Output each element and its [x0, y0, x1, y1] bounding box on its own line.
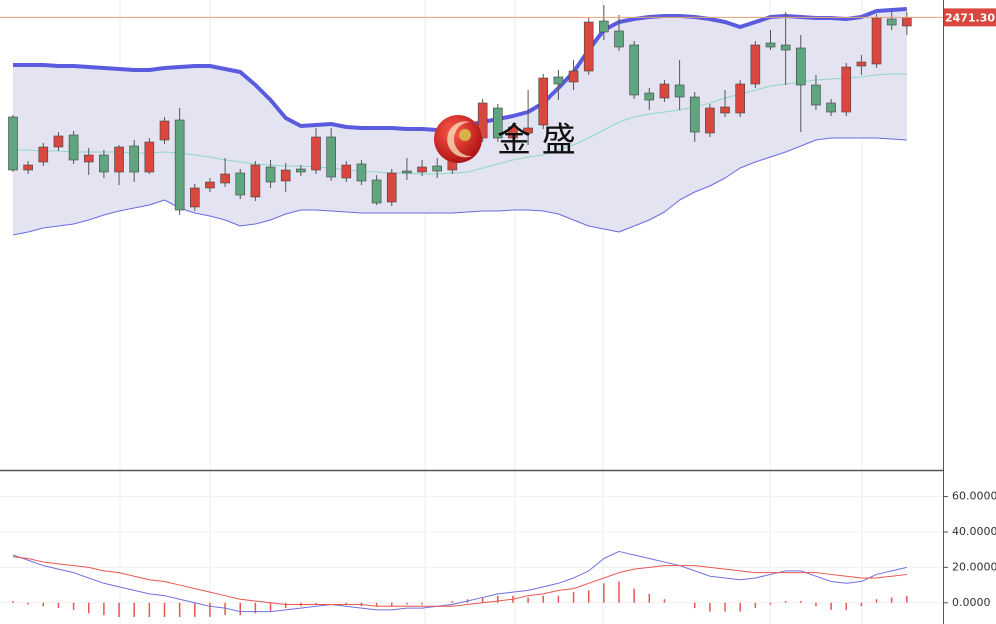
candle-body	[326, 136, 336, 178]
candle-body	[432, 165, 443, 172]
candle-body	[174, 119, 185, 211]
candle-body	[477, 102, 488, 139]
candle-body	[811, 84, 821, 106]
candle-body	[841, 66, 852, 113]
candle-body	[644, 92, 655, 101]
macd-line	[12, 550, 907, 613]
candle-body	[159, 120, 170, 141]
last-price-box	[944, 8, 996, 27]
y-tick-label: 60.0000	[952, 490, 996, 503]
last-price-label: 2471.30	[945, 11, 995, 24]
candle-body	[190, 187, 200, 208]
candle-body	[220, 173, 230, 184]
candle-body	[902, 17, 912, 27]
candle-body	[523, 127, 533, 134]
candle-body	[68, 134, 79, 161]
candle-body	[144, 141, 155, 173]
watermark-text: 金 盛	[497, 121, 576, 161]
candle-body	[674, 84, 685, 98]
candle-body	[508, 126, 518, 139]
candle-body	[568, 70, 579, 83]
candle-body	[705, 107, 715, 134]
candle-body	[492, 107, 503, 139]
candle-body	[99, 154, 109, 173]
candle-body	[795, 47, 806, 86]
candle-body	[205, 181, 215, 189]
candle-body	[356, 163, 367, 182]
candle-body	[417, 166, 427, 173]
band-line	[12, 137, 907, 236]
candle-body	[659, 83, 670, 99]
candle-body	[553, 76, 564, 85]
candle-body	[114, 146, 124, 173]
band-line	[13, 73, 907, 175]
candle-body	[311, 136, 321, 171]
candle-body	[265, 166, 276, 183]
candle-body	[341, 164, 352, 179]
candle-body	[83, 154, 94, 163]
candle-body	[599, 20, 609, 33]
candle-body	[386, 172, 397, 203]
candle-body	[826, 102, 836, 113]
candle-body	[296, 168, 306, 173]
candle-body	[38, 146, 49, 163]
candle-body	[8, 116, 18, 171]
y-tick-label: 0.0000	[952, 596, 991, 609]
candle-body	[614, 30, 624, 48]
candle-body	[538, 77, 549, 126]
candle-body	[765, 42, 776, 48]
candle-body	[583, 21, 594, 72]
watermark-logo	[434, 115, 482, 163]
candle-body	[886, 18, 897, 26]
candle-body	[780, 44, 791, 51]
candle-body	[750, 44, 761, 85]
macd-line	[12, 556, 907, 607]
candle-body	[371, 179, 382, 204]
y-tick-label: 20.0000	[952, 560, 996, 573]
y-tick-label: 40.0000	[952, 525, 996, 538]
candle-body	[235, 172, 246, 196]
candle-body	[250, 164, 261, 198]
price-panel: 2471.30	[0, 5, 996, 236]
candle-body	[129, 145, 139, 173]
candle-body	[53, 135, 64, 148]
candle-body	[629, 44, 639, 96]
candle-body	[280, 169, 291, 182]
candle-body	[402, 170, 412, 174]
candle-body	[23, 164, 33, 171]
candle-body	[856, 61, 867, 67]
candle-body	[735, 83, 746, 114]
macd-panel: 60.0000 40.0000 20.0000 0.0000	[0, 490, 996, 617]
candle-body	[720, 106, 730, 114]
candle-body	[871, 17, 882, 65]
candle-body	[689, 96, 700, 133]
